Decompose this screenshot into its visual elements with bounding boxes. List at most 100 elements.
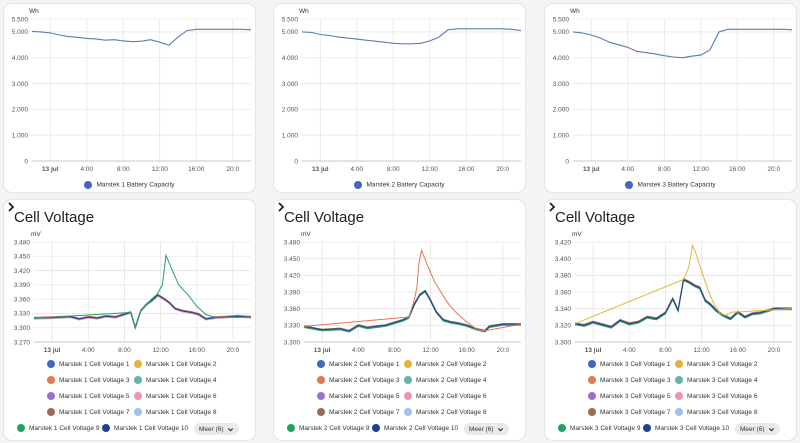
legend-item[interactable]: Marstek 1 Cell Voltage 1 bbox=[47, 360, 129, 368]
cell-voltage-line bbox=[33, 294, 252, 329]
x-tick-label: 13 jul bbox=[44, 347, 61, 354]
legend-item[interactable]: Marstek 2 Cell Voltage 2 bbox=[404, 360, 486, 368]
legend-dot bbox=[47, 392, 55, 400]
x-tick-label: 20:0 bbox=[768, 347, 781, 354]
chevron-down-icon bbox=[768, 427, 774, 431]
x-tick-label: 8:00 bbox=[117, 166, 130, 173]
legend-item[interactable]: Marstek 1 Cell Voltage 9 bbox=[17, 424, 99, 432]
battery-legend-3[interactable]: Marstek 3 Battery Capacity bbox=[545, 181, 796, 189]
y-tick-label: 3.000 bbox=[553, 81, 570, 88]
legend-dot bbox=[317, 392, 325, 400]
x-tick-label: 13 jul bbox=[42, 166, 59, 173]
legend-item[interactable]: Marstek 1 Cell Voltage 8 bbox=[134, 408, 216, 416]
y-tick-label: 1.000 bbox=[282, 132, 299, 139]
x-tick-label: 12:00 bbox=[422, 347, 439, 354]
y-tick-label: 5.500 bbox=[282, 16, 299, 23]
x-tick-label: 8:00 bbox=[659, 347, 672, 354]
legend-label: Marstek 2 Cell Voltage 10 bbox=[384, 424, 459, 432]
more-legend-button[interactable]: Meer (6) bbox=[735, 423, 780, 435]
legend-label: Marstek 2 Cell Voltage 3 bbox=[329, 376, 400, 384]
chevron-right-icon[interactable] bbox=[274, 200, 288, 214]
cell-voltage-line bbox=[574, 278, 792, 328]
legend-item[interactable]: Marstek 3 Cell Voltage 5 bbox=[588, 392, 670, 400]
x-tick-label: 16:00 bbox=[188, 166, 205, 173]
legend-item[interactable]: Marstek 2 Cell Voltage 9 bbox=[287, 424, 369, 432]
x-tick-label: 13 jul bbox=[314, 347, 331, 354]
unit-label: mV bbox=[301, 231, 311, 238]
legend-label: Marstek 2 Cell Voltage 1 bbox=[329, 360, 400, 368]
legend-dot bbox=[404, 408, 412, 416]
legend-item[interactable]: Marstek 3 Cell Voltage 2 bbox=[675, 360, 757, 368]
legend-label: Marstek 3 Cell Voltage 10 bbox=[655, 424, 730, 432]
legend-item[interactable]: Marstek 1 Cell Voltage 5 bbox=[47, 392, 129, 400]
legend-label: Marstek 2 Cell Voltage 9 bbox=[299, 424, 370, 432]
legend-item[interactable]: Marstek 3 Cell Voltage 4 bbox=[675, 376, 757, 384]
legend-item[interactable]: Marstek 2 Cell Voltage 4 bbox=[404, 376, 486, 384]
battery-card-2: Wh 5.500 5.000 4.000 3.000 2.000 1.000 0 13 jul 4… bbox=[273, 3, 526, 193]
legend-item[interactable]: Marstek 2 Cell Voltage 7 bbox=[317, 408, 399, 416]
legend-item[interactable]: Marstek 3 Cell Voltage 10 bbox=[643, 424, 729, 432]
legend-label: Marstek 1 Cell Voltage 10 bbox=[114, 424, 189, 432]
legend-item[interactable]: Marstek 2 Cell Voltage 1 bbox=[317, 360, 399, 368]
more-legend-button[interactable]: Meer (6) bbox=[194, 423, 239, 435]
y-tick-label: 3.330 bbox=[14, 311, 31, 318]
legend-item[interactable]: Marstek 1 Cell Voltage 3 bbox=[47, 376, 129, 384]
legend-label: Marstek 3 Cell Voltage 2 bbox=[687, 360, 758, 368]
cell-voltage-chart-2: mV3.480 3.450 3.420 3.390 3.360 3.330 3.300 13 … bbox=[284, 231, 522, 354]
legend-item[interactable]: Marstek 1 Cell Voltage 2 bbox=[134, 360, 216, 368]
legend-item[interactable]: Marstek 1 Cell Voltage 7 bbox=[47, 408, 129, 416]
cell-voltage-card-3: Cell Voltage mV 3.420 3.400 3.380 3.360 3.340… bbox=[544, 199, 797, 441]
x-tick-label: 16:00 bbox=[729, 166, 746, 173]
x-tick-label: 4:00 bbox=[621, 166, 634, 173]
legend-item[interactable]: Marstek 2 Cell Voltage 10 bbox=[372, 424, 458, 432]
legend-item[interactable]: Marstek 3 Cell Voltage 6 bbox=[675, 392, 757, 400]
legend-dot bbox=[317, 376, 325, 384]
cell-voltage-line bbox=[574, 277, 792, 327]
card-title: Cell Voltage bbox=[284, 209, 365, 226]
more-legend-button[interactable]: Meer (6) bbox=[464, 423, 509, 435]
legend-item[interactable]: Marstek 2 Cell Voltage 8 bbox=[404, 408, 486, 416]
cell-voltage-line bbox=[33, 253, 251, 330]
legend-item[interactable]: Marstek 3 Cell Voltage 7 bbox=[588, 408, 670, 416]
x-tick-label: 12:00 bbox=[152, 166, 169, 173]
legend-dot bbox=[134, 408, 142, 416]
battery-legend-2[interactable]: Marstek 2 Battery Capacity bbox=[274, 181, 525, 189]
legend-label: Marstek 1 Cell Voltage 3 bbox=[59, 376, 130, 384]
legend-dot bbox=[47, 376, 55, 384]
y-tick-label: 3.270 bbox=[14, 339, 31, 346]
cell-voltage-card-1: Cell Voltage mV 3.480 3.450 3.420 3.390 3.360… bbox=[3, 199, 256, 441]
legend-item[interactable]: Marstek 1 Cell Voltage 10 bbox=[102, 424, 188, 432]
legend-item[interactable]: Marstek 2 Cell Voltage 3 bbox=[317, 376, 399, 384]
legend-dot bbox=[372, 424, 380, 432]
y-tick-label: 3.340 bbox=[555, 306, 572, 313]
legend-label: Marstek 1 Cell Voltage 7 bbox=[59, 408, 130, 416]
y-tick-label: 4.000 bbox=[553, 55, 570, 62]
legend-dot bbox=[643, 424, 651, 432]
chevron-right-icon[interactable] bbox=[545, 200, 559, 214]
legend-item[interactable]: Marstek 2 Cell Voltage 5 bbox=[317, 392, 399, 400]
cell-voltage-line bbox=[303, 248, 522, 332]
legend-item[interactable]: Marstek 3 Cell Voltage 1 bbox=[588, 360, 670, 368]
y-tick-label: 3.480 bbox=[284, 239, 301, 246]
legend-dot bbox=[134, 392, 142, 400]
legend-item[interactable]: Marstek 1 Cell Voltage 4 bbox=[134, 376, 216, 384]
legend-item[interactable]: Marstek 1 Cell Voltage 6 bbox=[134, 392, 216, 400]
y-tick-label: 5.000 bbox=[12, 29, 29, 36]
y-tick-label: 4.000 bbox=[282, 55, 299, 62]
legend-label: Marstek 2 Cell Voltage 8 bbox=[416, 408, 487, 416]
unit-label: mV bbox=[31, 231, 41, 238]
legend-item[interactable]: Marstek 2 Cell Voltage 6 bbox=[404, 392, 486, 400]
legend-label: Marstek 2 Cell Voltage 4 bbox=[416, 376, 487, 384]
chevron-right-icon[interactable] bbox=[4, 200, 18, 214]
legend-item[interactable]: Marstek 3 Cell Voltage 9 bbox=[558, 424, 640, 432]
chevron-down-icon bbox=[497, 427, 503, 431]
legend-label: Marstek 3 Cell Voltage 8 bbox=[687, 408, 758, 416]
y-tick-label: 3.480 bbox=[14, 239, 31, 246]
x-tick-label: 20:0 bbox=[496, 166, 509, 173]
x-tick-label: 13 jul bbox=[583, 166, 600, 173]
legend-item[interactable]: Marstek 3 Cell Voltage 3 bbox=[588, 376, 670, 384]
y-tick-label: 2.000 bbox=[12, 107, 29, 114]
legend-item[interactable]: Marstek 3 Cell Voltage 8 bbox=[675, 408, 757, 416]
battery-legend-1[interactable]: Marstek 1 Battery Capacity bbox=[4, 181, 255, 189]
y-tick-label: 3.320 bbox=[555, 323, 572, 330]
